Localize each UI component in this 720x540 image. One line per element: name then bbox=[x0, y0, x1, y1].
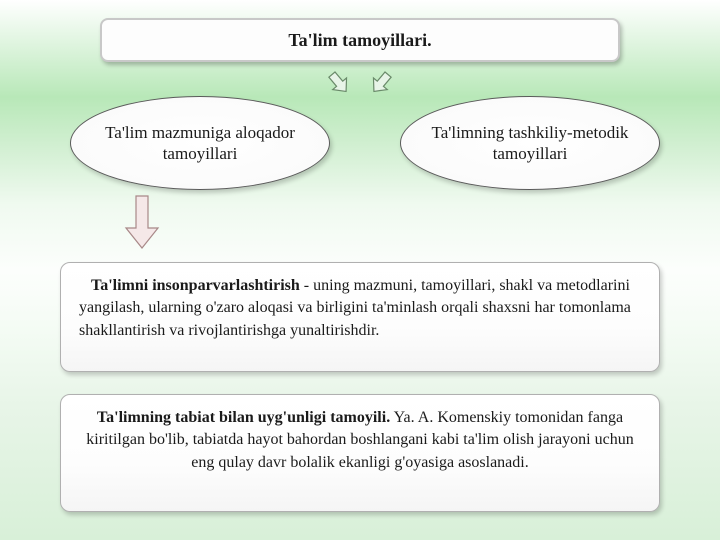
ellipse-right: Ta'limning tashkiliy-metodik tamoyillari bbox=[400, 96, 660, 190]
card-1: Ta'limni insonparvarlashtirish - uning m… bbox=[60, 262, 660, 372]
ellipse-right-text: Ta'limning tashkiliy-metodik tamoyillari bbox=[431, 122, 629, 165]
card-2: Ta'limning tabiat bilan uyg'unligi tamoy… bbox=[60, 394, 660, 512]
down-arrow-icon bbox=[122, 192, 162, 252]
ellipse-left: Ta'lim mazmuniga aloqador tamoyillari bbox=[70, 96, 330, 190]
card-2-text: Ta'limning tabiat bilan uyg'unligi tamoy… bbox=[86, 409, 633, 471]
title-text: Ta'lim tamoyillari. bbox=[288, 30, 431, 51]
branch-arrow-left-icon bbox=[318, 62, 360, 104]
card-2-bold: Ta'limning tabiat bilan uyg'unligi tamoy… bbox=[97, 409, 390, 426]
branch-arrow-right-icon bbox=[360, 62, 402, 104]
branch-arrows bbox=[320, 66, 400, 106]
title-box: Ta'lim tamoyillari. bbox=[100, 18, 620, 62]
ellipse-left-text: Ta'lim mazmuniga aloqador tamoyillari bbox=[101, 122, 299, 165]
card-1-bold: Ta'limni insonparvarlashtirish bbox=[91, 277, 300, 294]
card-1-text: Ta'limni insonparvarlashtirish - uning m… bbox=[79, 277, 631, 339]
